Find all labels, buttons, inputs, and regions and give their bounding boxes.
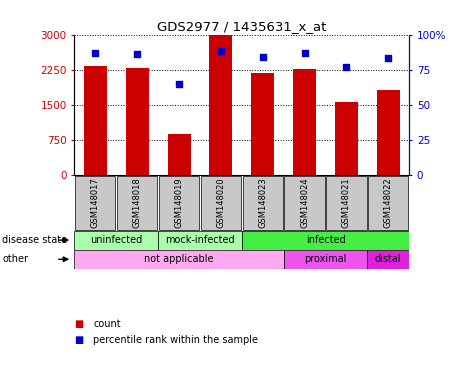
Bar: [209, 35, 232, 175]
Point: [92, 50, 99, 56]
Text: GSM148022: GSM148022: [384, 178, 393, 228]
Text: GSM148021: GSM148021: [342, 178, 351, 228]
Text: ■: ■: [74, 335, 84, 345]
Text: GSM148023: GSM148023: [258, 177, 267, 228]
Text: count: count: [93, 319, 120, 329]
Text: other: other: [2, 254, 28, 264]
Text: ■: ■: [74, 319, 84, 329]
Text: percentile rank within the sample: percentile rank within the sample: [93, 335, 258, 345]
Point: [259, 54, 266, 60]
Bar: [335, 102, 358, 175]
Text: GSM148020: GSM148020: [216, 178, 226, 228]
Bar: [284, 250, 367, 269]
Point: [343, 64, 350, 70]
Bar: [84, 66, 107, 175]
Bar: [159, 176, 199, 230]
Text: infected: infected: [306, 235, 345, 245]
Bar: [243, 176, 283, 230]
Point: [301, 50, 308, 56]
Bar: [117, 176, 157, 230]
Bar: [75, 176, 115, 230]
Text: uninfected: uninfected: [90, 235, 142, 245]
Bar: [251, 73, 274, 175]
Point: [385, 55, 392, 61]
Text: GSM148017: GSM148017: [91, 177, 100, 228]
Bar: [285, 176, 325, 230]
Bar: [377, 90, 400, 175]
Bar: [293, 69, 316, 175]
Bar: [167, 134, 191, 175]
Text: GSM148019: GSM148019: [174, 178, 184, 228]
Text: not applicable: not applicable: [144, 254, 214, 264]
Point: [133, 51, 141, 57]
Title: GDS2977 / 1435631_x_at: GDS2977 / 1435631_x_at: [157, 20, 326, 33]
Bar: [201, 176, 241, 230]
Bar: [368, 176, 408, 230]
Bar: [242, 231, 409, 250]
Text: mock-infected: mock-infected: [165, 235, 235, 245]
Text: proximal: proximal: [304, 254, 347, 264]
Bar: [74, 231, 158, 250]
Bar: [158, 231, 242, 250]
Point: [217, 48, 225, 55]
Bar: [126, 68, 149, 175]
Bar: [74, 250, 284, 269]
Text: GSM148018: GSM148018: [133, 177, 142, 228]
Bar: [367, 250, 409, 269]
Bar: [326, 176, 366, 230]
Text: distal: distal: [375, 254, 402, 264]
Text: disease state: disease state: [2, 235, 67, 245]
Point: [175, 81, 183, 87]
Text: GSM148024: GSM148024: [300, 178, 309, 228]
